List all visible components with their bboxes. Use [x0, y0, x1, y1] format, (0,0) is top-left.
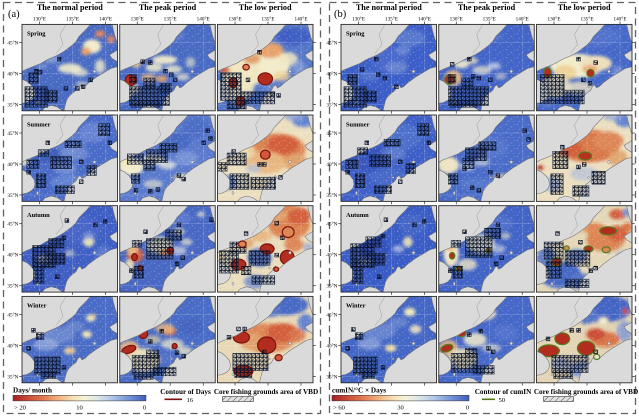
svg-text:40°N: 40°N	[326, 342, 337, 349]
svg-text:45°N: 45°N	[326, 221, 337, 228]
svg-text:35°N: 35°N	[7, 283, 18, 290]
svg-text:130°E: 130°E	[33, 16, 46, 23]
svg-text:Spring: Spring	[27, 31, 46, 38]
svg-text:The low period: The low period	[239, 3, 292, 12]
svg-text:140°E: 140°E	[294, 16, 307, 23]
svg-text:130°E: 130°E	[547, 16, 560, 23]
svg-text:135°E: 135°E	[580, 16, 593, 23]
svg-text:35°N: 35°N	[326, 373, 337, 380]
svg-text:135°E: 135°E	[66, 16, 79, 23]
svg-text:Core fishing grounds area of V: Core fishing grounds area of VBD	[534, 388, 638, 396]
svg-text:The normal period: The normal period	[356, 3, 422, 12]
svg-text:Contour of Days: Contour of Days	[160, 388, 211, 396]
svg-text:Summer: Summer	[346, 121, 370, 128]
svg-text:45°N: 45°N	[326, 311, 337, 318]
svg-text:The peak period: The peak period	[458, 3, 516, 12]
svg-text:40°N: 40°N	[7, 161, 18, 168]
svg-text:40°N: 40°N	[7, 70, 18, 77]
svg-text:40°N: 40°N	[326, 161, 337, 168]
svg-text:45°N: 45°N	[326, 39, 337, 46]
svg-text:The normal period: The normal period	[37, 3, 103, 12]
svg-text:135°E: 135°E	[483, 16, 496, 23]
svg-text:> 60: > 60	[333, 404, 346, 411]
svg-text:35°N: 35°N	[326, 283, 337, 290]
svg-text:10: 10	[76, 404, 83, 411]
svg-text:45°N: 45°N	[7, 221, 18, 228]
svg-text:16: 16	[187, 397, 194, 404]
svg-text:130°E: 130°E	[228, 16, 241, 23]
svg-text:cumIN/°C × Days: cumIN/°C × Days	[332, 387, 386, 395]
svg-text:135°E: 135°E	[164, 16, 177, 23]
svg-text:35°N: 35°N	[7, 192, 18, 199]
svg-text:Spring: Spring	[346, 31, 365, 38]
svg-text:140°E: 140°E	[197, 16, 210, 23]
svg-text:45°N: 45°N	[7, 311, 18, 318]
svg-text:The peak period: The peak period	[139, 3, 197, 12]
svg-text:130°E: 130°E	[450, 16, 463, 23]
svg-text:140°E: 140°E	[99, 16, 112, 23]
svg-text:45°N: 45°N	[7, 39, 18, 46]
svg-text:35°N: 35°N	[326, 101, 337, 108]
svg-text:30: 30	[397, 404, 404, 411]
svg-text:40°N: 40°N	[7, 252, 18, 259]
svg-text:140°E: 140°E	[613, 16, 626, 23]
svg-text:(a): (a)	[8, 9, 20, 20]
svg-text:45°N: 45°N	[7, 130, 18, 137]
svg-text:140°E: 140°E	[418, 16, 431, 23]
svg-text:40°N: 40°N	[7, 342, 18, 349]
svg-text:Days/ month: Days/ month	[13, 387, 52, 395]
svg-text:45°N: 45°N	[326, 130, 337, 137]
svg-text:Core fishing grounds area of V: Core fishing grounds area of VBD	[214, 388, 318, 396]
svg-text:Summer: Summer	[27, 121, 51, 128]
svg-text:35°N: 35°N	[7, 101, 18, 108]
svg-text:135°E: 135°E	[385, 16, 398, 23]
svg-text:Contour of cumIN: Contour of cumIN	[475, 388, 532, 396]
svg-text:140°E: 140°E	[516, 16, 529, 23]
svg-text:50: 50	[499, 397, 506, 404]
svg-text:(b): (b)	[334, 9, 347, 20]
svg-text:Winter: Winter	[346, 303, 366, 310]
svg-text:> 20: > 20	[14, 404, 27, 411]
svg-text:135°E: 135°E	[261, 16, 274, 23]
svg-text:The low period: The low period	[558, 3, 611, 12]
svg-text:35°N: 35°N	[7, 373, 18, 380]
svg-text:0: 0	[466, 404, 470, 411]
svg-text:35°N: 35°N	[326, 192, 337, 199]
svg-text:0: 0	[143, 404, 147, 411]
svg-text:130°E: 130°E	[131, 16, 144, 23]
svg-text:130°E: 130°E	[352, 16, 365, 23]
svg-text:Autumn: Autumn	[27, 212, 50, 219]
svg-text:Autumn: Autumn	[346, 212, 369, 219]
svg-text:40°N: 40°N	[326, 70, 337, 77]
svg-text:40°N: 40°N	[326, 252, 337, 259]
svg-text:Winter: Winter	[27, 303, 47, 310]
